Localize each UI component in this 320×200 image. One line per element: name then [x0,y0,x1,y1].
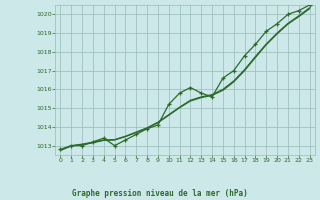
Text: Graphe pression niveau de la mer (hPa): Graphe pression niveau de la mer (hPa) [72,189,248,198]
